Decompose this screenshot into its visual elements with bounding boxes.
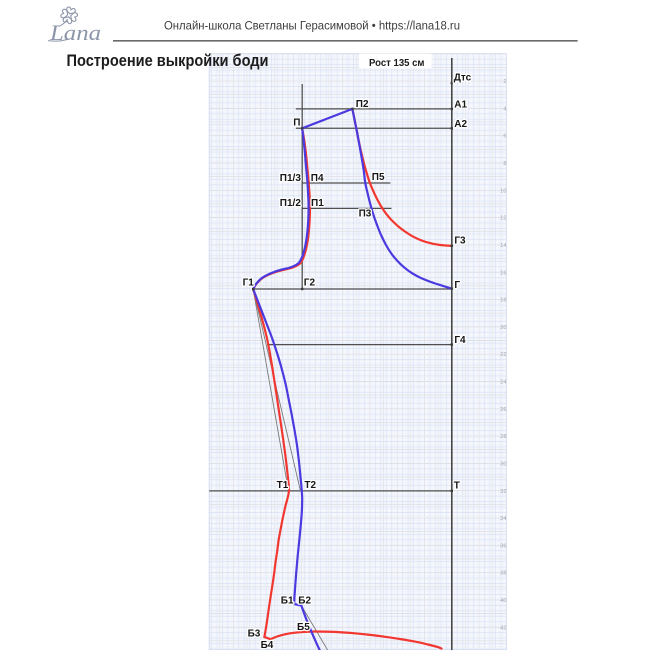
svg-text:Б5: Б5 — [297, 622, 310, 633]
svg-text:Г2: Г2 — [304, 278, 316, 289]
svg-text:38: 38 — [500, 571, 506, 577]
svg-text:П1: П1 — [311, 198, 324, 209]
svg-text:П5: П5 — [372, 172, 385, 183]
svg-text:Г3: Г3 — [454, 236, 466, 247]
svg-text:22: 22 — [500, 352, 506, 358]
svg-text:28: 28 — [500, 434, 506, 440]
svg-text:А2: А2 — [454, 119, 467, 130]
svg-text:6: 6 — [503, 134, 506, 140]
svg-text:24: 24 — [500, 380, 507, 386]
svg-text:Г: Г — [454, 280, 460, 291]
svg-text:П3: П3 — [359, 208, 372, 219]
svg-text:Онлайн-школа Светланы Герасимо: Онлайн-школа Светланы Герасимовой • http… — [164, 18, 460, 32]
svg-text:8: 8 — [503, 161, 506, 167]
svg-text:Б2: Б2 — [298, 595, 311, 606]
svg-text:26: 26 — [500, 407, 506, 413]
svg-text:14: 14 — [500, 243, 507, 249]
svg-text:Г4: Г4 — [454, 335, 466, 346]
svg-text:36: 36 — [500, 543, 506, 549]
svg-text:Г1: Г1 — [243, 278, 255, 289]
svg-text:П2: П2 — [356, 99, 369, 110]
svg-text:П4: П4 — [311, 173, 324, 184]
svg-text:12: 12 — [500, 216, 506, 222]
svg-text:2: 2 — [503, 79, 506, 85]
svg-text:П1/3: П1/3 — [280, 173, 302, 184]
svg-text:П: П — [293, 118, 300, 129]
svg-text:4: 4 — [503, 106, 507, 112]
svg-text:16: 16 — [500, 270, 506, 276]
svg-text:Т: Т — [454, 480, 460, 491]
svg-text:Рост 135 см: Рост 135 см — [369, 57, 425, 69]
svg-text:Дтс: Дтс — [454, 73, 472, 84]
svg-text:А1: А1 — [454, 99, 467, 110]
svg-text:Т2: Т2 — [304, 480, 316, 491]
svg-text:Построение выкройки боди: Построение выкройки боди — [67, 52, 269, 70]
svg-text:20: 20 — [500, 325, 506, 331]
svg-text:34: 34 — [500, 516, 507, 522]
svg-text:10: 10 — [500, 188, 506, 194]
svg-text:Т1: Т1 — [277, 480, 289, 491]
svg-text:Б4: Б4 — [261, 640, 274, 650]
svg-text:40: 40 — [500, 598, 506, 604]
svg-text:Б3: Б3 — [248, 629, 261, 640]
svg-text:18: 18 — [500, 298, 506, 304]
svg-text:П1/2: П1/2 — [280, 198, 302, 209]
svg-text:Б1: Б1 — [281, 595, 294, 606]
svg-text:42: 42 — [500, 625, 506, 631]
svg-text:32: 32 — [500, 489, 506, 495]
svg-text:30: 30 — [500, 461, 506, 467]
